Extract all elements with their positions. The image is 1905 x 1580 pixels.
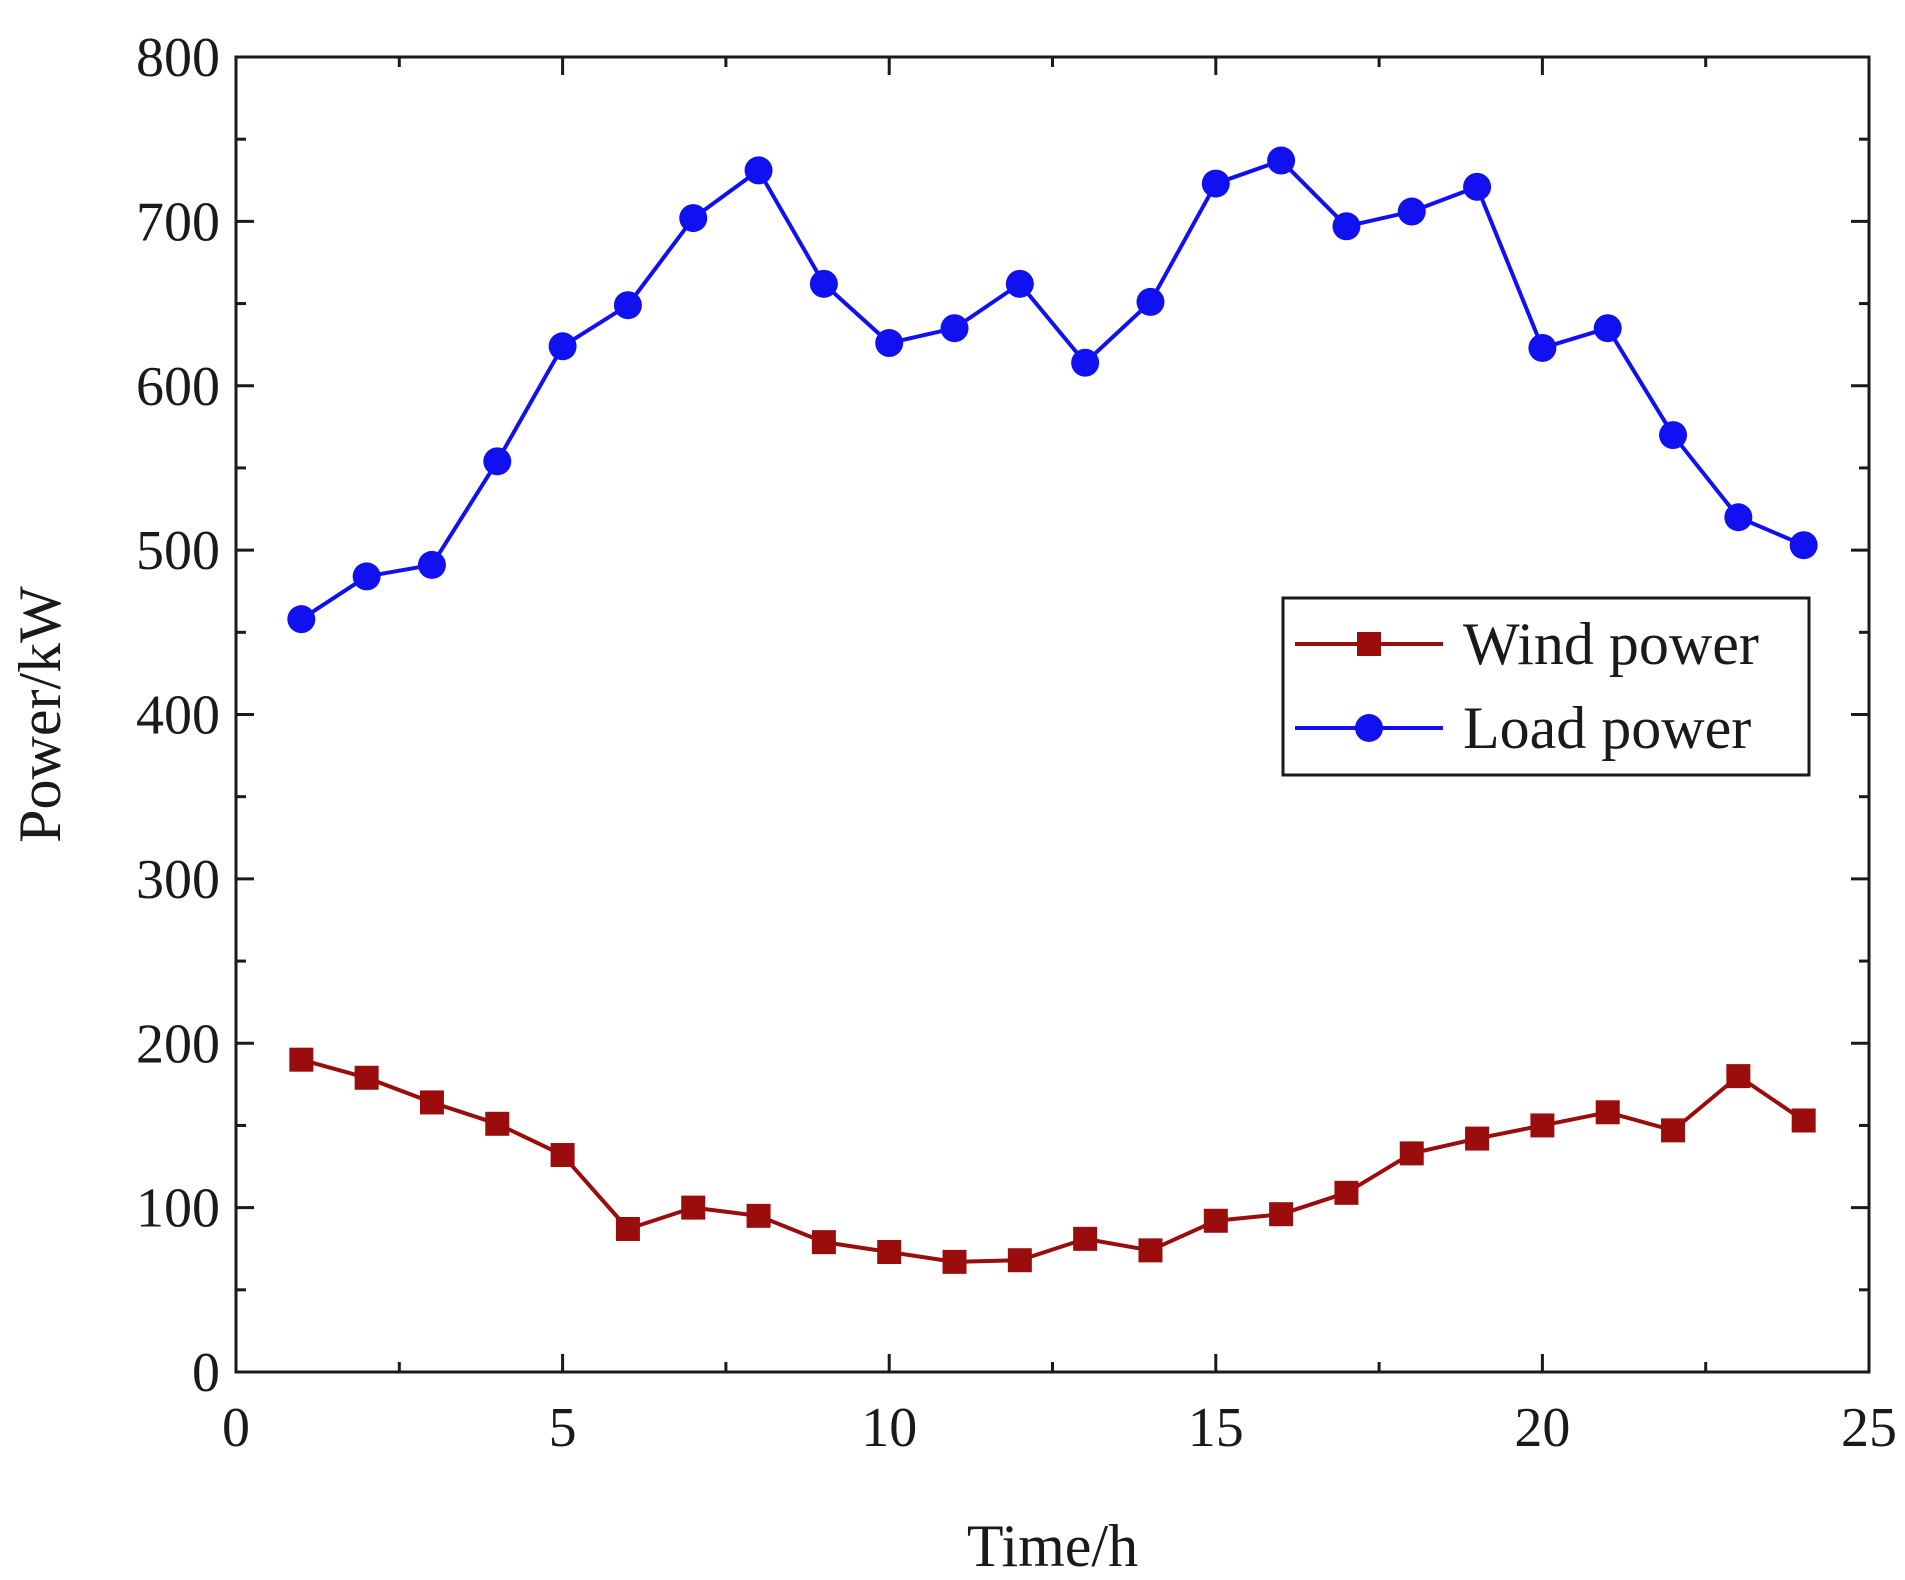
wind-power-point [811,1230,836,1255]
wind-power-point [1661,1118,1686,1143]
load-power-point [1201,169,1230,198]
load-power-point [1005,269,1034,298]
wind-power-point [1007,1248,1032,1273]
load-power-point [352,562,381,591]
y-tick-label: 800 [136,27,220,89]
wind-power-point [485,1111,510,1136]
y-tick-label: 500 [136,520,220,582]
wind-power-point [1334,1180,1359,1205]
load-power-line [300,158,1805,621]
legend-item-load-power: Load power [1295,695,1751,761]
y-tick-label: 700 [136,191,220,253]
load-power-point [875,329,904,358]
x-tick-label: 0 [222,1397,250,1459]
legend: Wind power Load power [1281,596,1811,777]
load-power-point [1397,197,1426,226]
wind-power-point [1399,1141,1424,1166]
series-wind-power [289,1047,1816,1274]
wind-power-point [1073,1226,1098,1251]
load-power-point [1463,172,1492,201]
load-power-point [1789,531,1818,560]
wind-power-point [615,1216,640,1241]
wind-power-point [877,1240,902,1265]
load-power-point [1332,212,1361,241]
load-power-point [1136,287,1165,316]
legend-label-load-power: Load power [1463,695,1751,761]
wind-power-point [681,1195,706,1220]
x-axis-title: Time/h [967,1513,1138,1579]
load-power-point [679,204,708,233]
y-tick-label: 300 [136,849,220,911]
y-tick-label: 200 [136,1013,220,1075]
wind-power-line [300,1057,1805,1264]
load-power-point [548,332,577,361]
wind-power-point [354,1065,379,1090]
wind-power-point [1530,1113,1555,1138]
x-tick-label: 15 [1188,1397,1244,1459]
load-power-point [744,156,773,185]
load-power-point [1724,503,1753,532]
wind-power-point [1269,1202,1294,1227]
x-tick-label: 5 [549,1397,577,1459]
legend-marker-wind-power [1357,632,1381,656]
load-power-point [417,550,446,579]
y-axis-title: Power/kW [7,586,73,843]
load-power-point [1267,146,1296,175]
wind-power-point [1465,1126,1490,1151]
load-power-point [1071,348,1100,377]
load-power-point [1528,333,1557,362]
wind-power-point [1138,1238,1163,1263]
load-power-point [1659,421,1688,450]
series-load-power [287,146,1818,634]
y-tick-label: 0 [192,1342,220,1404]
x-tick-label: 10 [861,1397,917,1459]
load-power-point [613,291,642,320]
load-power-point [483,447,512,476]
legend-label-wind-power: Wind power [1463,611,1759,677]
wind-power-point [942,1249,967,1274]
load-power-point [287,605,316,634]
wind-power-point [550,1143,575,1168]
load-power-point [1593,314,1622,343]
wind-power-point [419,1090,444,1115]
wind-power-point [1203,1208,1228,1233]
y-tick-label: 600 [136,356,220,418]
wind-power-point [746,1203,771,1228]
x-tick-label: 20 [1514,1397,1570,1459]
wind-power-point [1726,1064,1751,1089]
load-power-point [940,314,969,343]
wind-power-point [289,1047,314,1072]
load-power-point [809,269,838,298]
x-tick-label: 25 [1841,1397,1897,1459]
axes: 0 5 10 15 20 25 0 100 200 300 400 500 600 700 800 [136,27,1897,1459]
y-tick-label: 400 [136,685,220,747]
y-tick-label: 100 [136,1178,220,1240]
legend-box [1281,596,1811,777]
wind-power-point [1595,1100,1620,1125]
legend-marker-load-power [1355,714,1383,742]
legend-item-wind-power: Wind power [1295,611,1759,677]
wind-power-point [1791,1108,1816,1133]
series-group [287,146,1818,1274]
